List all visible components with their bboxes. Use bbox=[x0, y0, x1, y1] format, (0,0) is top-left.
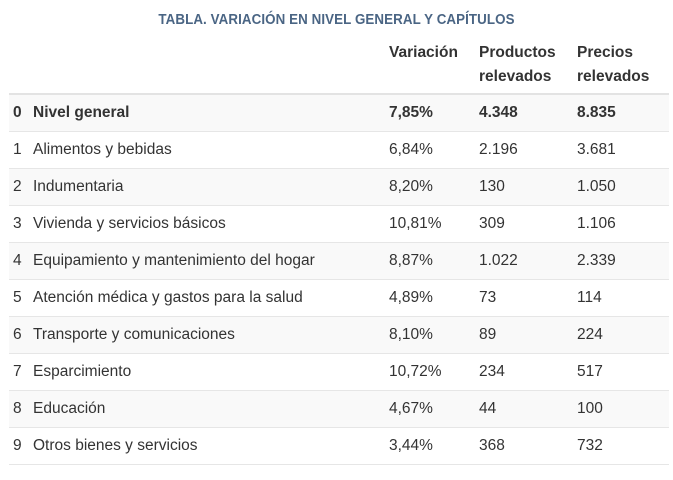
row-variacion: 8,10% bbox=[389, 316, 479, 354]
row-precios: 3.681 bbox=[577, 131, 669, 169]
row-index: 0 bbox=[9, 94, 33, 132]
row-index: 1 bbox=[9, 131, 33, 169]
row-productos: 89 bbox=[479, 316, 577, 354]
row-variacion: 8,87% bbox=[389, 242, 479, 280]
row-index: 3 bbox=[9, 205, 33, 243]
table-header: Variación Productos relevados Precios re… bbox=[9, 38, 669, 95]
row-index: 5 bbox=[9, 279, 33, 317]
row-productos: 44 bbox=[479, 390, 577, 428]
row-name: Vivienda y servicios básicos bbox=[33, 205, 389, 243]
row-name: Esparcimiento bbox=[33, 353, 389, 391]
row-precios: 100 bbox=[577, 390, 669, 428]
row-variacion: 4,67% bbox=[389, 390, 479, 428]
row-name: Educación bbox=[33, 390, 389, 428]
table-row: 9 Otros bienes y servicios 3,44% 368 732 bbox=[9, 427, 669, 465]
row-index: 6 bbox=[9, 316, 33, 354]
row-productos: 368 bbox=[479, 427, 577, 465]
table-row: 7 Esparcimiento 10,72% 234 517 bbox=[9, 353, 669, 391]
row-variacion: 10,81% bbox=[389, 205, 479, 243]
row-name: Alimentos y bebidas bbox=[33, 131, 389, 169]
header-index bbox=[9, 38, 33, 95]
row-variacion: 10,72% bbox=[389, 353, 479, 391]
table-row: 1 Alimentos y bebidas 6,84% 2.196 3.681 bbox=[9, 131, 669, 169]
row-precios: 8.835 bbox=[577, 94, 669, 132]
row-productos: 2.196 bbox=[479, 131, 577, 169]
row-index: 9 bbox=[9, 427, 33, 465]
row-name: Otros bienes y servicios bbox=[33, 427, 389, 465]
table-title: TABLA. VARIACIÓN EN NIVEL GENERAL Y CAPÍ… bbox=[158, 12, 515, 28]
row-variacion: 8,20% bbox=[389, 168, 479, 206]
row-productos: 4.348 bbox=[479, 94, 577, 132]
row-variacion: 7,85% bbox=[389, 94, 479, 132]
table-row: 3 Vivienda y servicios básicos 10,81% 309 1.… bbox=[9, 205, 669, 243]
row-precios: 114 bbox=[577, 279, 669, 317]
row-precios: 1.050 bbox=[577, 168, 669, 206]
header-precios: Precios relevados bbox=[577, 38, 669, 95]
row-name: Nivel general bbox=[33, 94, 389, 132]
header-variacion: Variación bbox=[389, 38, 479, 95]
row-precios: 2.339 bbox=[577, 242, 669, 280]
row-index: 4 bbox=[9, 242, 33, 280]
data-table: Variación Productos relevados Precios re… bbox=[9, 38, 669, 465]
row-name: Equipamiento y mantenimiento del hogar bbox=[33, 242, 389, 280]
row-precios: 224 bbox=[577, 316, 669, 354]
table-row: 0 Nivel general 7,85% 4.348 8.835 bbox=[9, 94, 669, 132]
row-precios: 517 bbox=[577, 353, 669, 391]
row-productos: 73 bbox=[479, 279, 577, 317]
row-precios: 1.106 bbox=[577, 205, 669, 243]
table-row: 4 Equipamiento y mantenimiento del hogar 8… bbox=[9, 242, 669, 280]
row-index: 7 bbox=[9, 353, 33, 391]
table-row: 2 Indumentaria 8,20% 130 1.050 bbox=[9, 168, 669, 206]
table-row: 8 Educación 4,67% 44 100 bbox=[9, 390, 669, 428]
table-body: 0 Nivel general 7,85% 4.348 8.835 1 Alimentos … bbox=[9, 94, 669, 465]
row-index: 8 bbox=[9, 390, 33, 428]
header-row: Variación Productos relevados Precios re… bbox=[9, 38, 669, 95]
row-variacion: 3,44% bbox=[389, 427, 479, 465]
row-precios: 732 bbox=[577, 427, 669, 465]
row-variacion: 4,89% bbox=[389, 279, 479, 317]
row-productos: 309 bbox=[479, 205, 577, 243]
row-name: Indumentaria bbox=[33, 168, 389, 206]
row-productos: 234 bbox=[479, 353, 577, 391]
table-row: 5 Atención médica y gastos para la salud 4… bbox=[9, 279, 669, 317]
row-productos: 130 bbox=[479, 168, 577, 206]
row-index: 2 bbox=[9, 168, 33, 206]
row-name: Transporte y comunicaciones bbox=[33, 316, 389, 354]
table-row: 6 Transporte y comunicaciones 8,10% 89 224 bbox=[9, 316, 669, 354]
row-productos: 1.022 bbox=[479, 242, 577, 280]
header-name bbox=[33, 38, 389, 95]
header-productos: Productos relevados bbox=[479, 38, 577, 95]
row-name: Atención médica y gastos para la salud bbox=[33, 279, 389, 317]
row-variacion: 6,84% bbox=[389, 131, 479, 169]
